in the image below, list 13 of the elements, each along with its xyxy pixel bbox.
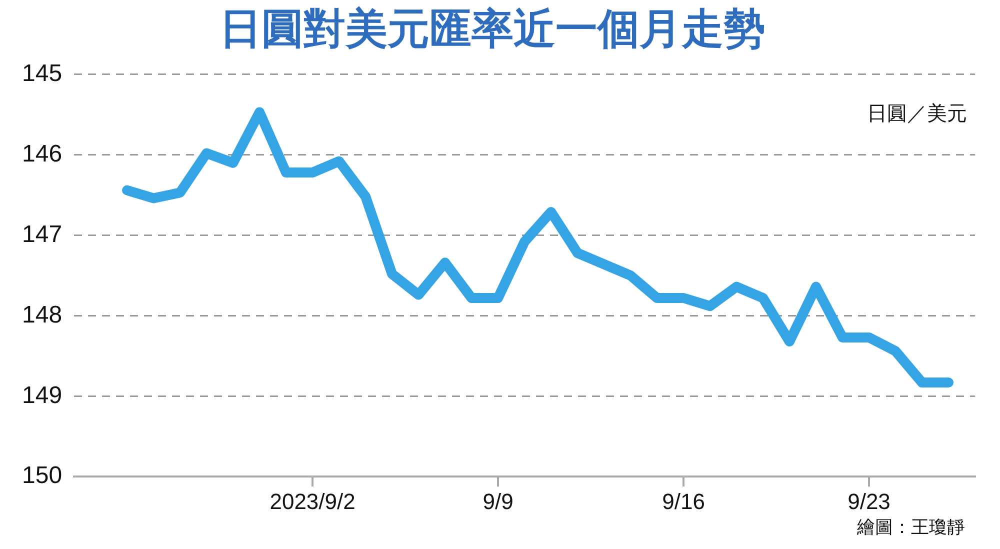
x-tick-label: 9/23 bbox=[848, 488, 890, 514]
x-tick-label: 9/9 bbox=[482, 488, 514, 514]
y-tick-label: 146 bbox=[22, 140, 62, 168]
x-tick-label: 9/16 bbox=[662, 488, 705, 514]
chart-title: 日圓對美元匯率近一個月走勢 bbox=[220, 4, 766, 52]
y-tick-label: 148 bbox=[22, 301, 62, 328]
y-tick-label: 147 bbox=[22, 220, 62, 248]
y-tick-label: 150 bbox=[22, 462, 62, 490]
y-tick-label: 149 bbox=[22, 382, 62, 409]
y-axis-title: 日圓／美元 bbox=[867, 102, 967, 125]
x-tick-label: 2023/9/2 bbox=[270, 488, 356, 514]
text: 繪圖：王瓊靜 bbox=[856, 516, 965, 537]
y-tick-label: 145 bbox=[22, 60, 62, 88]
